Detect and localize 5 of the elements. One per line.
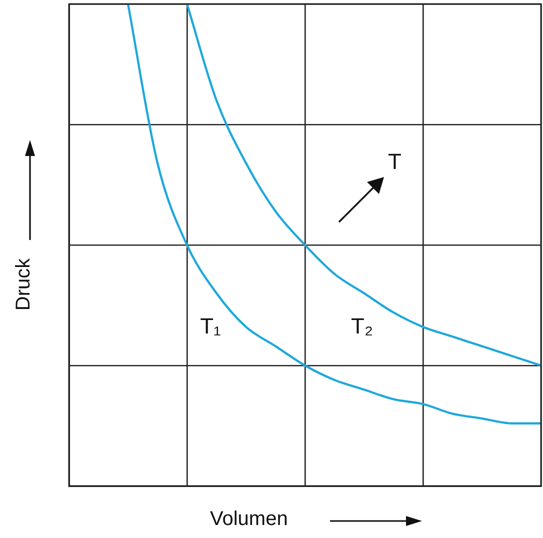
- series-label: T₂: [351, 313, 373, 338]
- x-axis-title: Volumen: [210, 508, 288, 531]
- annotation: T: [388, 149, 402, 174]
- series-label: T₁: [200, 313, 221, 338]
- y-axis-title: Druck: [12, 258, 36, 311]
